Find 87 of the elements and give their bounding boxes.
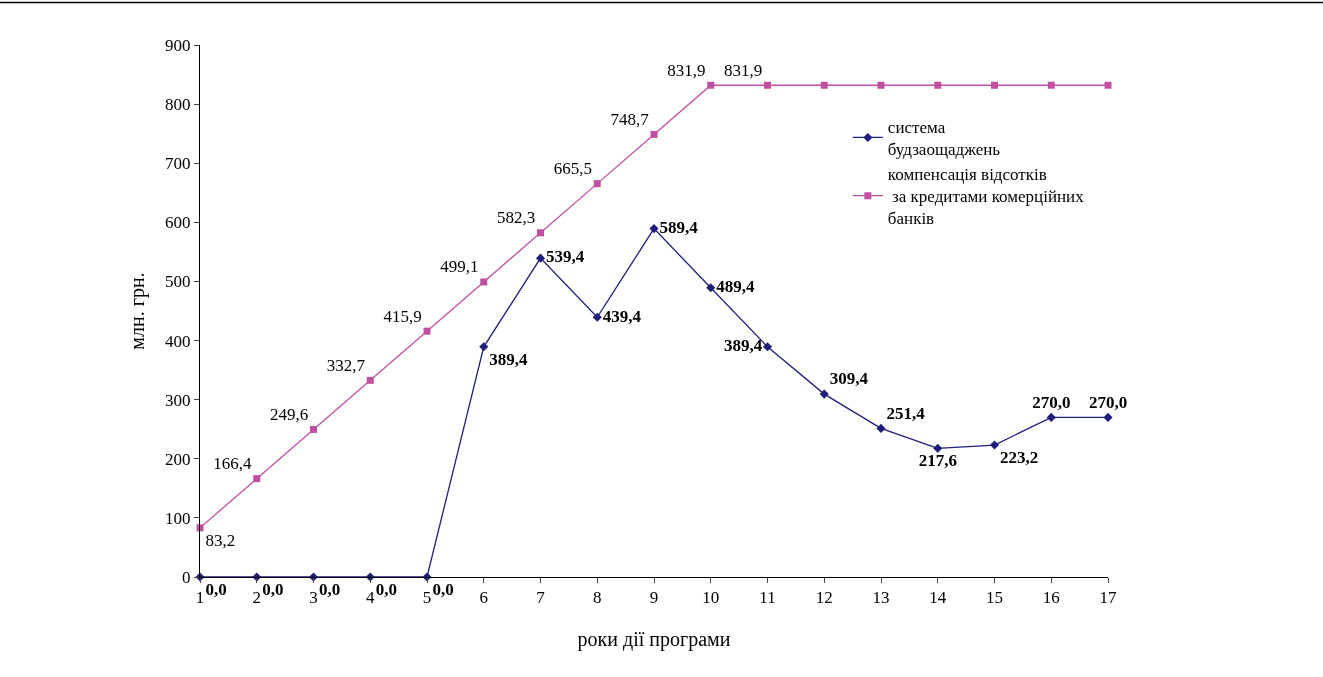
point — [479, 342, 489, 352]
x-tick-label: 6 — [479, 588, 488, 608]
y-tick-label: 400 — [165, 331, 191, 351]
data-label: 582,3 — [496, 208, 536, 228]
x-tick-label: 12 — [815, 588, 833, 608]
y-tick-label: 900 — [165, 35, 191, 55]
data-label: 831,9 — [667, 60, 706, 80]
point — [423, 327, 431, 335]
point — [819, 389, 829, 399]
point — [253, 475, 261, 483]
x-tick-label: 17 — [1099, 588, 1117, 608]
point — [989, 440, 1000, 450]
point — [877, 81, 885, 89]
point — [592, 312, 602, 322]
data-label: 415,9 — [383, 306, 422, 326]
data-label: 83,2 — [205, 530, 236, 550]
y-tick-label: 300 — [165, 390, 191, 410]
x-tick-label: 3 — [309, 588, 318, 608]
y-axis-title: млн. грн. — [125, 272, 149, 350]
point — [933, 443, 943, 453]
y-tick-label: 200 — [165, 449, 191, 469]
point — [1103, 412, 1113, 422]
point — [820, 81, 828, 89]
data-label: 332,7 — [326, 355, 366, 375]
x-tick-label: 2 — [252, 588, 261, 608]
y-tick-label: 500 — [165, 272, 191, 292]
data-label: 665,5 — [553, 158, 592, 178]
point — [707, 81, 715, 89]
point — [650, 130, 658, 138]
x-tick-label: 5 — [422, 588, 432, 608]
point — [1104, 81, 1112, 89]
point — [537, 229, 544, 237]
y-tick-label: 700 — [165, 154, 191, 174]
data-label: 589,4 — [659, 217, 699, 237]
data-label: 309,4 — [829, 369, 869, 389]
point — [991, 81, 998, 89]
legend-label: компенсація відсотків за кредитами комерційних банків — [887, 165, 1085, 229]
point — [706, 283, 716, 293]
point — [593, 180, 601, 188]
y-tick-label: 100 — [165, 508, 191, 528]
data-label: 0,0 — [375, 580, 397, 600]
y-tick-label: 600 — [165, 213, 191, 233]
point — [480, 278, 488, 286]
x-tick-label: 10 — [702, 588, 720, 608]
x-tick-label: 15 — [986, 588, 1003, 608]
data-label: 0,0 — [318, 580, 341, 600]
point — [876, 423, 886, 433]
x-tick-label: 9 — [649, 588, 659, 608]
data-label: 251,4 — [886, 403, 926, 423]
point — [366, 376, 374, 384]
point — [762, 342, 773, 352]
y-tick-label: 0 — [182, 567, 191, 587]
x-tick-label: 1 — [195, 588, 205, 608]
data-label: 389,4 — [489, 349, 528, 369]
point — [764, 81, 771, 89]
x-tick-label: 8 — [593, 588, 602, 608]
data-label: 499,1 — [440, 257, 479, 277]
data-label: 166,4 — [213, 454, 252, 474]
data-label: 270,0 — [1088, 392, 1128, 412]
data-label: 539,4 — [545, 247, 585, 267]
data-label: 748,7 — [610, 109, 650, 129]
data-label: 223,2 — [999, 448, 1039, 468]
x-tick-label: 16 — [1042, 588, 1060, 608]
point — [310, 425, 317, 433]
data-label: 489,4 — [716, 276, 755, 296]
x-tick-label: 13 — [872, 588, 890, 608]
data-label: 0,0 — [432, 580, 454, 600]
point — [934, 81, 942, 89]
data-label: 0,0 — [205, 580, 227, 600]
data-label: 439,4 — [602, 306, 642, 326]
x-axis-title: роки дії програми — [577, 627, 731, 651]
point — [535, 253, 546, 263]
x-tick-label: 11 — [759, 588, 776, 608]
x-tick-label: 14 — [929, 588, 947, 608]
data-label: 249,6 — [269, 404, 309, 424]
point — [1047, 81, 1055, 89]
data-label: 0,0 — [262, 580, 284, 600]
data-label: 389,4 — [723, 336, 763, 356]
data-label: 270,0 — [1032, 392, 1071, 412]
point — [1046, 412, 1056, 422]
x-tick-label: 4 — [366, 588, 375, 608]
x-tick-label: 7 — [536, 588, 546, 608]
point — [308, 572, 319, 582]
y-tick-label: 800 — [165, 95, 191, 115]
data-label: 831,9 — [723, 60, 763, 80]
data-label: 217,6 — [918, 451, 957, 471]
point — [649, 224, 659, 234]
